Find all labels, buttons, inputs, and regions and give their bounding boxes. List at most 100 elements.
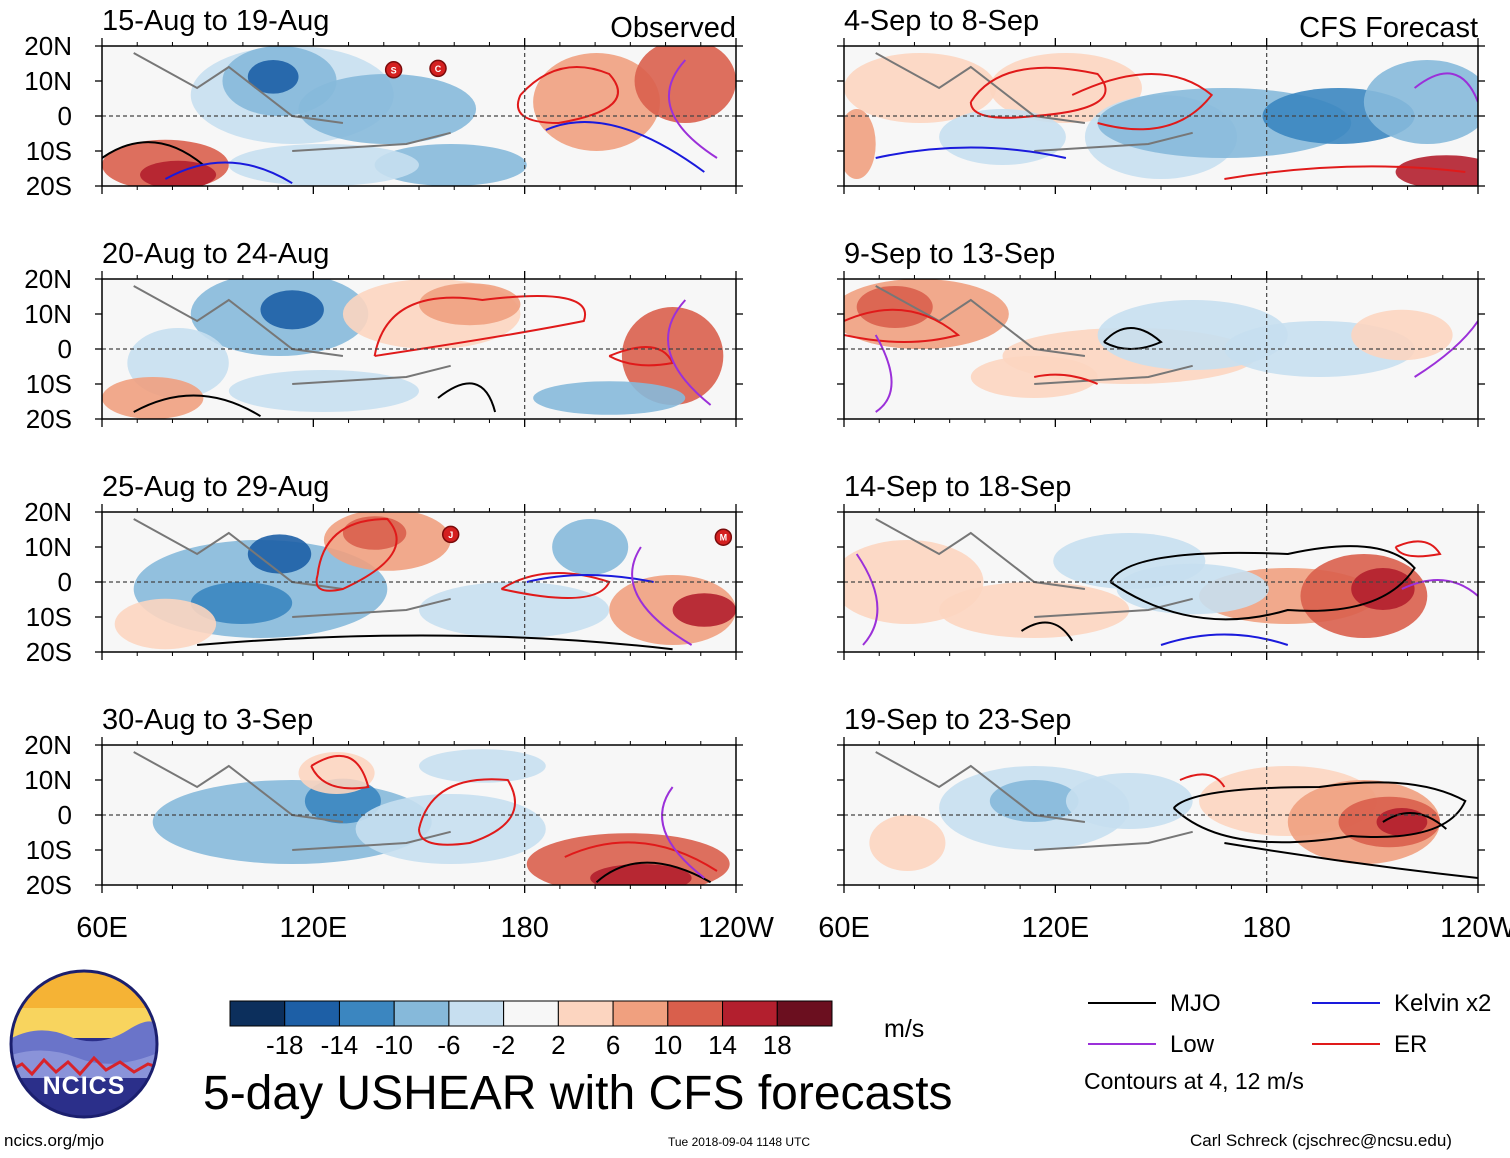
shear-anomaly-area [102,377,204,419]
shear-anomaly-area [298,74,477,144]
contour-line [969,66,1107,119]
lat-label: 20N [24,264,72,294]
contour-line [102,141,205,166]
shear-anomaly-area [419,749,546,783]
shear-anomaly-area [533,381,686,415]
author-credit: Carl Schreck (cjschrec@ncsu.edu) [1190,1131,1452,1150]
shear-anomaly-area [228,370,419,412]
legend-label: Kelvin x2 [1394,990,1491,1017]
contour-line [1394,540,1442,558]
shear-anomaly-area [190,582,293,624]
lat-label: 20N [24,497,72,527]
contour-line [437,382,497,413]
lat-label: 10N [24,532,72,562]
contours-note: Contours at 4, 12 m/s [1084,1068,1304,1094]
shear-anomaly-area [533,53,660,151]
legend-item: Low [1088,1031,1215,1058]
lat-label: 10S [26,369,72,399]
colorbar-tick-label: -14 [321,1030,359,1060]
contour-line [595,861,712,884]
colorbar-segment [393,1000,450,1027]
colorbar-segment [722,1000,778,1027]
panel-period-title: 25-Aug to 29-Aug [102,471,329,503]
shear-anomaly-area [844,53,997,123]
shear-anomaly-area [114,598,217,650]
colorbar-segment [338,1000,395,1027]
shear-anomaly-area [342,516,407,550]
contour-line [197,634,673,651]
contour-line [1033,373,1099,385]
map-panel: 20N10N010S20S9-Sep to 13-Sep [837,238,1485,427]
coastline [875,285,1193,385]
coastline [133,285,451,385]
lat-label: 0 [58,567,72,597]
panel-period-title: 9-Sep to 13-Sep [844,238,1055,270]
lon-label: 180 [1242,912,1290,944]
contour-line [1382,812,1447,830]
contour-line [668,59,718,159]
panel-period-title: 20-Aug to 24-Aug [102,238,329,270]
coastline [133,52,451,152]
colorbar-segment [284,1000,340,1027]
lon-label: 120E [279,912,347,944]
legend-label: Low [1170,1031,1215,1058]
map-panel: 20N 10N 0 10S 20S 20-Aug to 24-Aug [24,238,743,434]
logo-text: NCICS [42,1072,126,1100]
colorbar-segment [776,1000,833,1027]
shear-anomaly-area [1351,568,1415,610]
storm-label: M [720,533,728,543]
shear-anomaly-area [869,815,946,871]
contour-line [133,394,262,418]
shear-anomaly-area [355,794,546,864]
shear-anomaly-area [418,582,610,638]
contour-line [1020,621,1074,642]
panel-period-title: 19-Sep to 23-Sep [844,704,1071,736]
lon-label: 180 [500,912,548,944]
website-link[interactable]: ncics.org/mjo [4,1131,105,1150]
lat-label: 10N [24,66,72,96]
lon-label: 60E [76,912,128,944]
shear-anomaly-area [621,307,724,405]
contour-line [1224,842,1478,879]
colorbar-tick-label: -18 [266,1030,304,1060]
shear-anomaly-area [374,144,527,186]
storm-marker: C [429,59,447,78]
shear-anomaly-area [844,109,876,179]
ncics-logo: NCICS [8,968,160,1120]
lon-label: 120W [698,912,774,944]
panel-source-label: CFS Forecast [1299,12,1478,44]
map-panel: 20N 10N 0 10S 20S 25-Aug to 29-Aug [24,471,743,667]
lat-label: 10S [26,602,72,632]
shear-anomaly-area [260,290,324,330]
units-label: m/s [884,1015,925,1043]
lat-label: 10S [26,835,72,865]
contour-line [164,161,293,185]
lat-label: 0 [58,101,72,131]
coastline [133,518,451,618]
shear-anomaly-area [228,144,419,186]
colorbar-segment [448,1000,505,1027]
shear-anomaly-area [1363,60,1478,144]
contour-line [1414,320,1478,378]
shear-anomaly-area [634,46,736,123]
shear-anomaly-area [939,582,1130,638]
shear-anomaly-area [552,519,629,575]
colorbar-tick-label: -10 [375,1030,413,1060]
colorbar-segment [612,1000,669,1027]
colorbar-tick-label: 6 [606,1030,620,1060]
contour-line [1071,73,1214,131]
storm-marker: M [714,528,733,546]
map-panel: 20N 10N 0 10S 20S 30-Aug to 3-Sep 60E 120E 180 12… [24,704,774,944]
coastline [875,751,1193,851]
map-panel: 20N 10N 0 10S 20S 15-Aug to 19-Aug Observed [24,5,743,201]
lat-label: 20S [26,870,72,900]
shear-anomaly-area [989,53,1142,123]
lat-label: 20N [24,730,72,760]
colorbar-tick-label: 2 [551,1030,565,1060]
panel-period-title: 15-Aug to 19-Aug [102,5,329,37]
contour-line [1224,165,1466,180]
lon-label: 120E [1021,912,1089,944]
coastline [875,518,1193,618]
legend-item: MJO [1088,990,1221,1017]
